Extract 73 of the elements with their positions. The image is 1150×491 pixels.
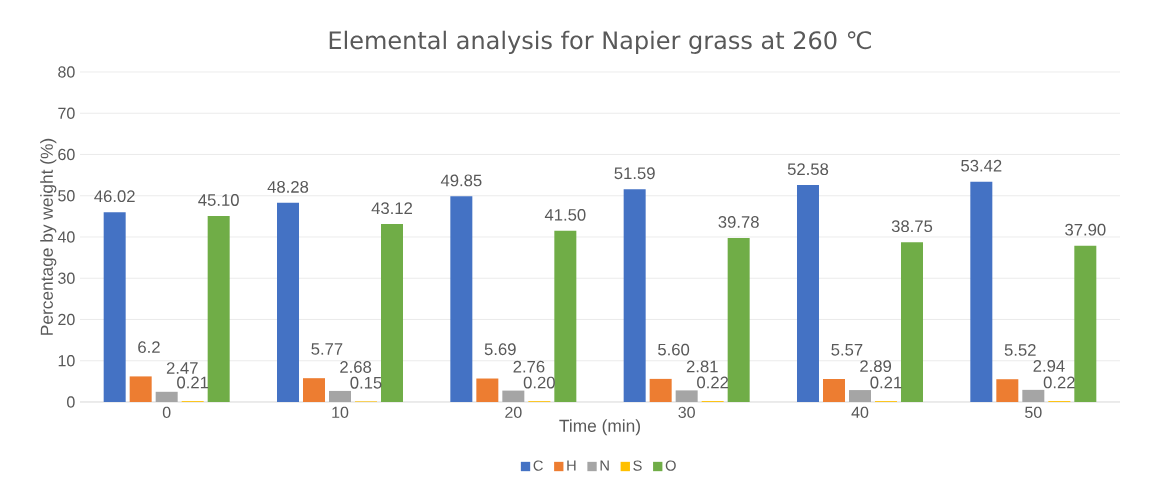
legend-label: H (567, 460, 576, 471)
legend-label: C (533, 460, 543, 471)
legend-label: S (633, 460, 642, 471)
x-axis-title: Time (min) (559, 419, 640, 436)
legend-label: O (665, 460, 676, 471)
bar (675, 390, 698, 402)
bar (554, 230, 577, 402)
x-tick-label: 0 (162, 406, 171, 419)
bar (649, 378, 672, 402)
bar (502, 390, 525, 402)
bar (381, 224, 403, 402)
data-label: 41.50 (544, 208, 586, 221)
bar (129, 376, 152, 402)
data-label: 53.42 (961, 159, 1002, 172)
bar (450, 196, 473, 402)
bar (303, 378, 325, 402)
data-label: 0.22 (697, 376, 729, 389)
y-tick-label: 30 (58, 272, 75, 284)
y-tick-label: 60 (58, 148, 75, 161)
data-label: 2.94 (1033, 360, 1065, 372)
bar (103, 212, 126, 402)
x-tick-label: 50 (1025, 406, 1042, 419)
bar (900, 242, 923, 402)
bar (476, 378, 499, 402)
y-tick-label: 10 (58, 355, 75, 367)
data-label: 49.85 (440, 174, 482, 187)
data-label: 2.76 (513, 360, 545, 373)
data-label: 46.02 (94, 190, 135, 203)
data-label: 52.58 (787, 163, 829, 176)
bar (970, 181, 993, 402)
bar (797, 185, 819, 402)
data-label: 2.47 (166, 362, 198, 374)
bar (329, 390, 351, 402)
bar (623, 189, 646, 402)
y-tick-label: 20 (58, 313, 75, 326)
data-label: 5.52 (1004, 344, 1036, 356)
data-label: 48.28 (267, 181, 309, 193)
chart-title: Elemental analysis for Napier grass at 260 ℃ (329, 30, 871, 54)
data-label: 37.90 (1065, 223, 1106, 236)
data-label: 5.77 (311, 343, 343, 355)
y-tick-label: 70 (58, 107, 75, 119)
data-label: 6.2 (138, 341, 160, 354)
legend-label: N (600, 460, 609, 471)
x-tick-label: 10 (332, 406, 349, 419)
bar (155, 391, 178, 402)
data-label: 51.59 (614, 167, 655, 180)
data-label: 0.21 (177, 376, 209, 389)
x-tick-label: 20 (505, 406, 522, 419)
bar (823, 379, 845, 402)
y-tick-label: 0 (67, 396, 75, 408)
data-label: 5.60 (658, 343, 690, 356)
bar (207, 215, 230, 402)
bar (277, 202, 300, 402)
data-label: 5.69 (484, 343, 516, 356)
data-label: 5.57 (831, 344, 863, 356)
data-label: 38.75 (891, 220, 933, 233)
x-tick-label: 40 (851, 406, 869, 419)
data-label: 2.68 (340, 361, 372, 373)
data-label: 2.81 (686, 360, 718, 373)
bar (996, 379, 1019, 402)
y-tick-label: 80 (58, 66, 75, 78)
data-label: 43.12 (371, 202, 413, 215)
bar (849, 390, 871, 402)
y-axis-title: Percentage by weight (%) (40, 138, 57, 335)
bar (1022, 389, 1045, 402)
x-tick-label: 30 (678, 406, 695, 419)
y-tick-label: 40 (57, 231, 75, 243)
y-tick-label: 50 (58, 190, 75, 202)
bar (1074, 245, 1097, 402)
data-label: 2.89 (860, 360, 892, 373)
bar (727, 237, 750, 402)
data-label: 45.10 (198, 194, 239, 206)
data-label: 39.78 (718, 216, 759, 228)
